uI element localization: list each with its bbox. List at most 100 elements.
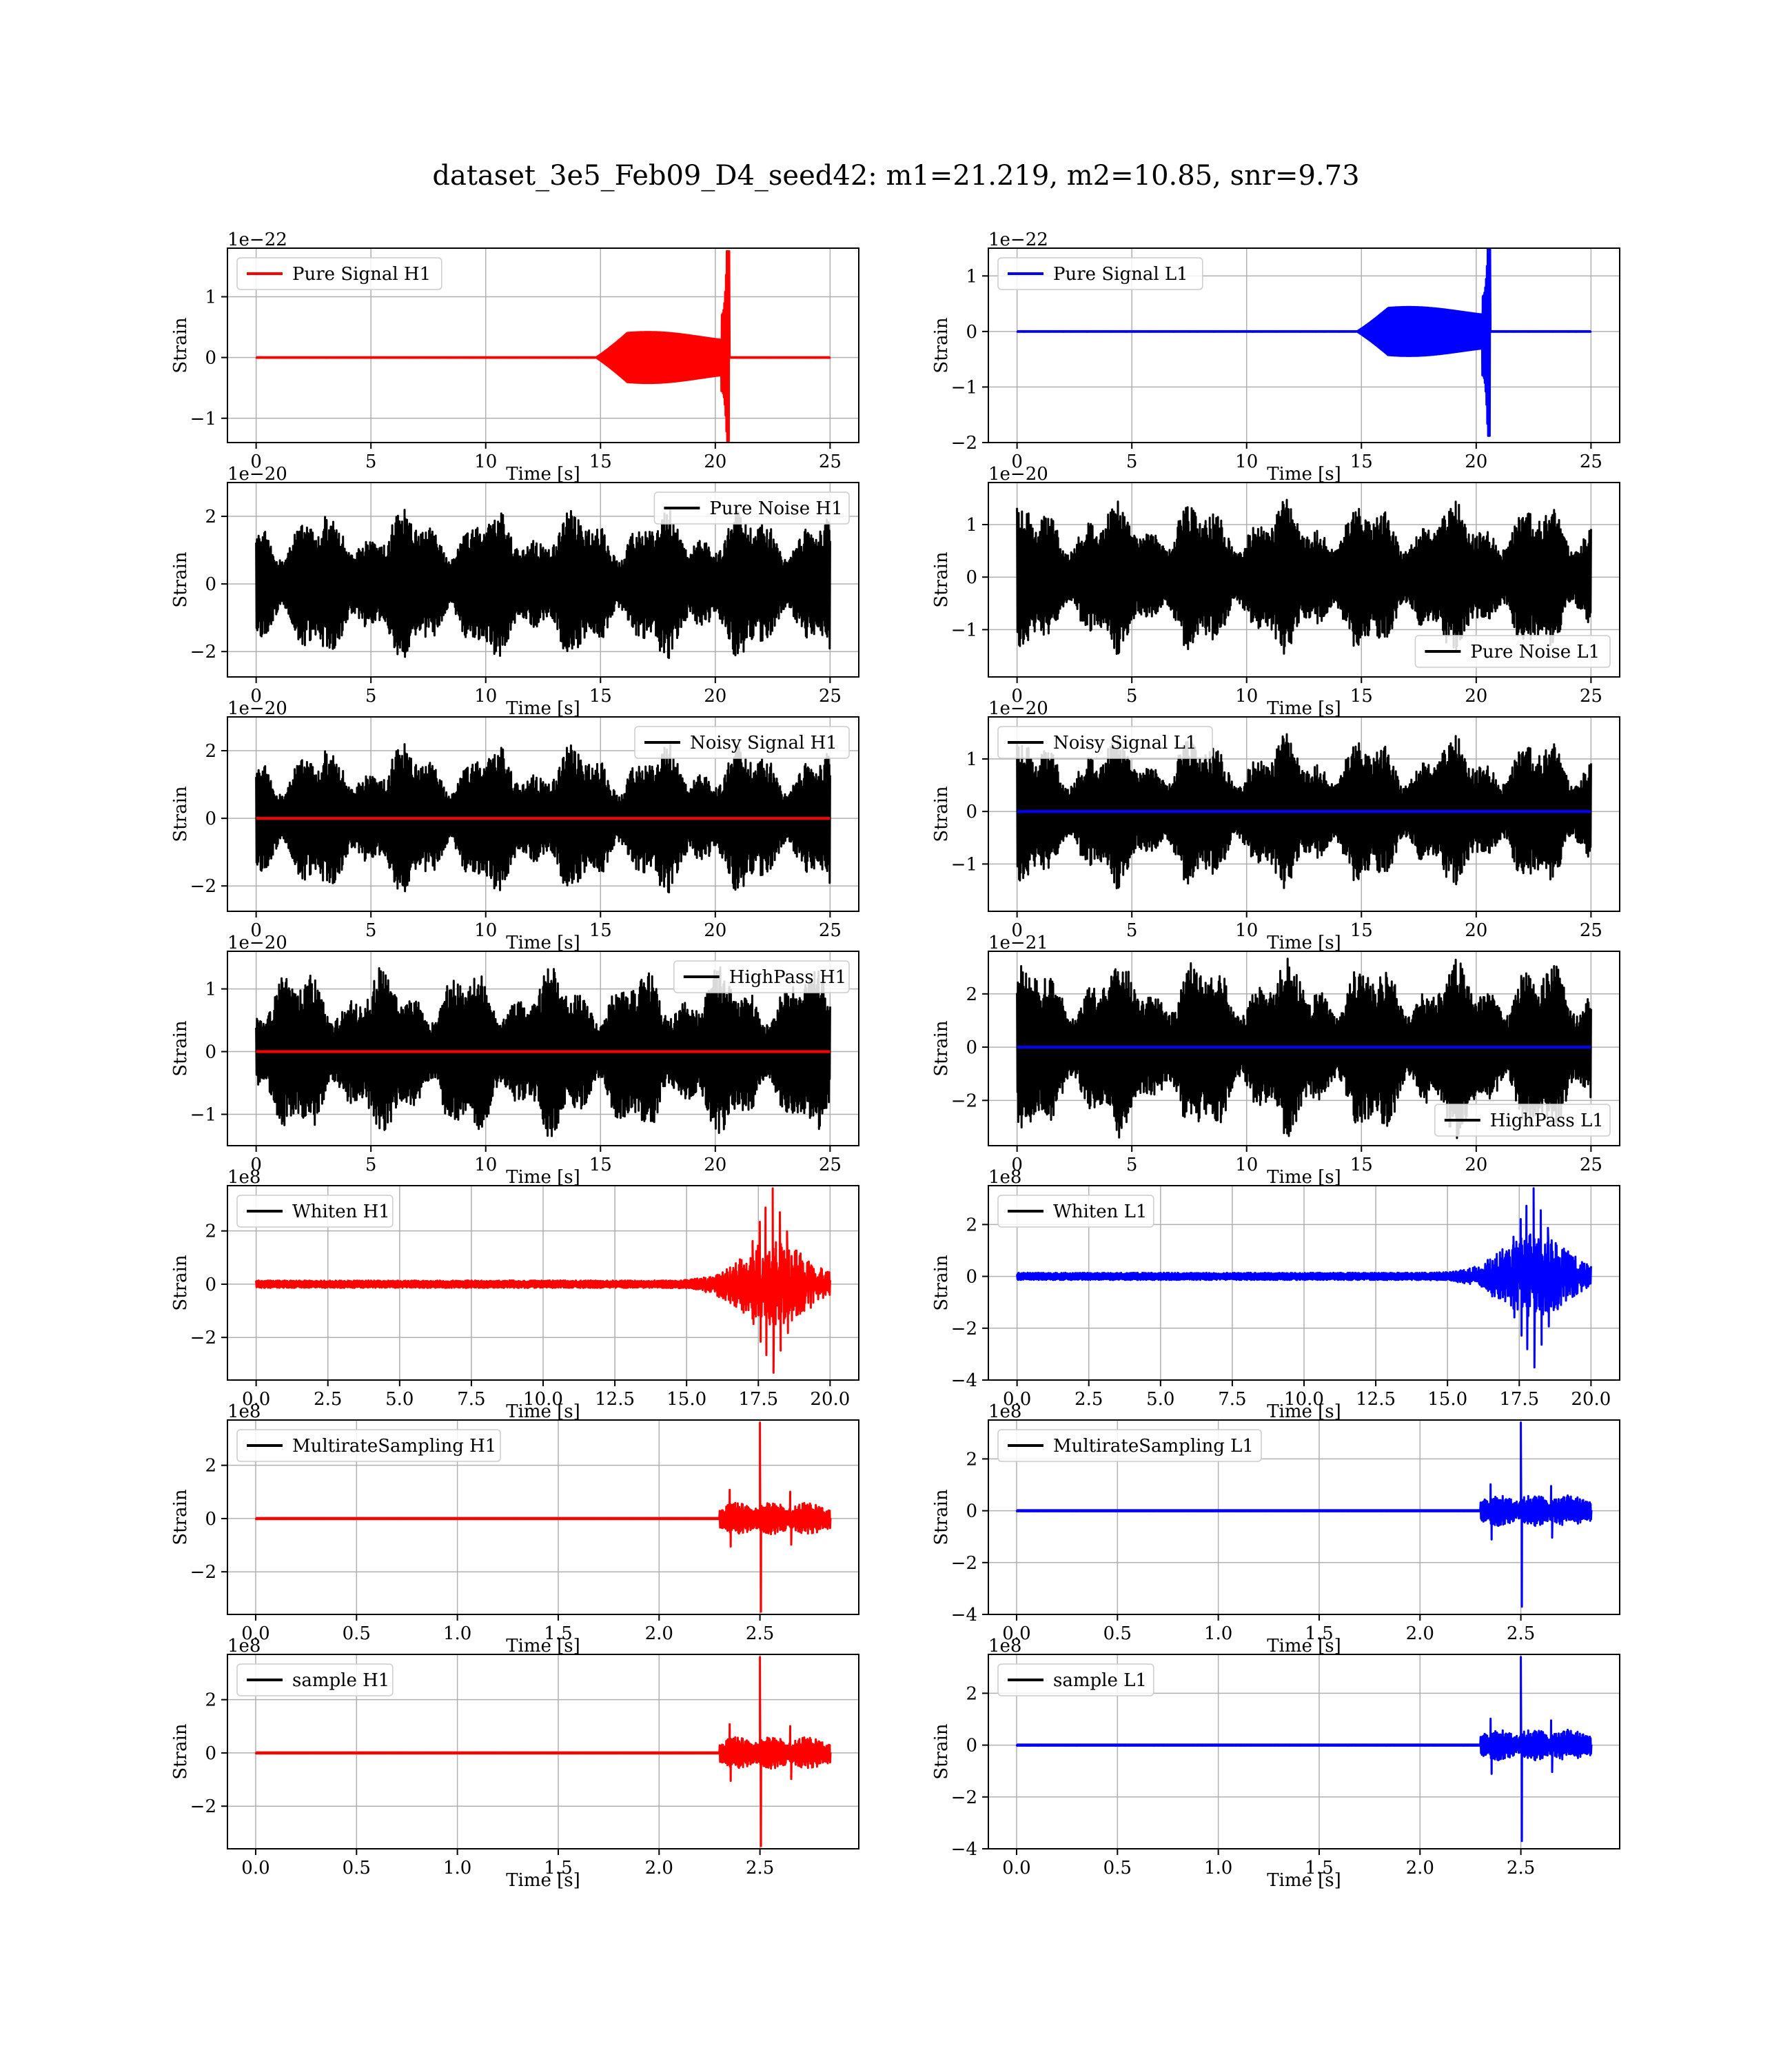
y-tick-label: −1 <box>190 409 216 429</box>
x-tick-label: 0.5 <box>343 1858 371 1878</box>
y-exponent-label: 1e−20 <box>227 464 287 485</box>
y-tick-label: −2 <box>190 876 216 897</box>
x-tick-label: 0 <box>250 686 262 707</box>
axes-frame <box>988 1419 1620 1615</box>
series-whiten-h1 <box>255 1187 831 1374</box>
x-tick-label: 15.0 <box>666 1389 706 1410</box>
x-tick-label: 0 <box>250 452 262 472</box>
y-tick-label: 2 <box>205 741 216 762</box>
x-tick-label: 1.5 <box>1305 1858 1333 1878</box>
axes-frame <box>227 716 859 912</box>
x-axis-label: Time [s] <box>1267 933 1341 953</box>
y-axis-label: Strain <box>931 1255 952 1311</box>
y-axis-label: Strain <box>170 1723 191 1780</box>
plot-area <box>255 966 831 1137</box>
x-tick-label: 5 <box>365 686 377 707</box>
x-tick-label: 0.0 <box>241 1858 269 1878</box>
legend-label: HighPass L1 <box>1490 1111 1604 1131</box>
legend-box <box>236 1429 501 1462</box>
x-tick-label: 10 <box>474 686 497 707</box>
series-highpass-l1 <box>1016 957 1592 1139</box>
plot-area <box>1016 733 1592 889</box>
y-axis-label: Strain <box>170 317 191 374</box>
x-axis-label: Time [s] <box>506 1870 580 1891</box>
axes-frame <box>988 482 1620 678</box>
x-tick-label: 20 <box>1465 1155 1487 1175</box>
legend: MultirateSampling H1 <box>236 1429 501 1462</box>
x-tick-label: 10 <box>474 1155 497 1175</box>
x-tick-label: 10 <box>1235 1155 1258 1175</box>
y-tick-label: 2 <box>966 1215 977 1235</box>
x-tick-label: 1.0 <box>1204 1858 1232 1878</box>
x-tick-label: 12.5 <box>595 1389 635 1410</box>
y-tick-label: 2 <box>966 1683 977 1704</box>
y-tick-label: −2 <box>951 1091 977 1111</box>
x-tick-label: 0 <box>1011 452 1023 472</box>
x-tick-label: 0 <box>250 920 262 941</box>
x-axis-label: Time [s] <box>1267 1870 1341 1891</box>
legend-label: sample L1 <box>1053 1670 1147 1691</box>
series-noisy-signal-h1 <box>255 743 831 893</box>
y-tick-label: −2 <box>190 1328 216 1348</box>
x-tick-label: 15 <box>589 920 612 941</box>
x-tick-label: 20 <box>704 1155 726 1175</box>
x-axis-label: Time [s] <box>506 698 580 719</box>
x-tick-label: 0 <box>1011 920 1023 941</box>
y-tick-label: 2 <box>205 507 216 527</box>
y-tick-label: −2 <box>190 642 216 662</box>
y-tick-label: 2 <box>205 1456 216 1477</box>
y-tick-label: −1 <box>190 1105 216 1126</box>
y-tick-label: 0 <box>205 1275 216 1295</box>
y-axis-label: Strain <box>931 551 952 608</box>
y-tick-label: 0 <box>966 1267 977 1288</box>
plot-area <box>255 509 831 659</box>
panel-h1-pure-noise: 0 5 10 15 20 25 −2 0 2 1e−20 Time [s] Strain Pure No… <box>170 464 859 719</box>
x-tick-label: 0.0 <box>241 1623 269 1644</box>
y-exponent-label: 1e−20 <box>988 698 1048 719</box>
y-tick-label: 0 <box>205 348 216 369</box>
x-tick-label: 20 <box>1465 686 1487 707</box>
x-tick-label: 20 <box>1465 920 1487 941</box>
legend-box <box>236 257 442 290</box>
legend-box <box>997 1195 1154 1228</box>
y-exponent-label: 1e8 <box>227 1636 261 1656</box>
axes-frame <box>227 1654 859 1849</box>
legend-label: Pure Signal L1 <box>1053 264 1188 285</box>
axes-frame <box>227 1419 859 1615</box>
x-tick-label: 5 <box>1126 920 1138 941</box>
series-pure-signal-h1 <box>255 250 831 443</box>
legend-label: Whiten L1 <box>1053 1202 1147 1222</box>
plot-area <box>1016 1187 1592 1369</box>
x-tick-label: 15 <box>589 686 612 707</box>
legend-label: HighPass H1 <box>729 967 846 988</box>
legend: Pure Signal H1 <box>236 257 442 290</box>
y-tick-label: 2 <box>205 1690 216 1711</box>
x-tick-label: 0 <box>1011 686 1023 707</box>
x-tick-label: 10 <box>1235 452 1258 472</box>
x-tick-label: 20 <box>704 920 726 941</box>
x-tick-label: 0.5 <box>343 1623 371 1644</box>
y-exponent-label: 1e−21 <box>988 933 1048 953</box>
panel-l1-whiten: 0.0 2.5 5.0 7.5 10.0 12.5 15.0 17.5 20.0 −4 −2 0 2 1e… <box>931 1167 1620 1422</box>
x-tick-label: 15 <box>1350 452 1373 472</box>
x-axis-label: Time [s] <box>506 464 580 485</box>
x-tick-label: 1.5 <box>544 1623 572 1644</box>
panel-h1-highpass: 0 5 10 15 20 25 −1 0 1 1e−20 Time [s] Strain HighPas… <box>170 933 859 1188</box>
y-axis-label: Strain <box>170 786 191 842</box>
x-tick-label: 5 <box>1126 452 1138 472</box>
x-tick-label: 10 <box>474 920 497 941</box>
legend: Pure Noise H1 <box>653 491 850 525</box>
y-tick-label: 1 <box>966 515 977 536</box>
legend-box <box>997 257 1203 290</box>
x-tick-label: 25 <box>1580 1155 1602 1175</box>
y-exponent-label: 1e8 <box>988 1401 1021 1422</box>
x-tick-label: 2.5 <box>1507 1858 1535 1878</box>
legend: Noisy Signal L1 <box>997 726 1213 759</box>
x-tick-label: 7.5 <box>1218 1389 1246 1410</box>
x-tick-label: 5 <box>365 452 377 472</box>
plot-area <box>1016 498 1592 655</box>
y-tick-label: 1 <box>966 749 977 770</box>
y-tick-label: 2 <box>966 1449 977 1470</box>
x-tick-label: 0.0 <box>1002 1858 1030 1878</box>
panel-h1-pure-signal: 0 5 10 15 20 25 −1 0 1 1e−22 Time [s] Strain Pure Si… <box>170 230 859 485</box>
